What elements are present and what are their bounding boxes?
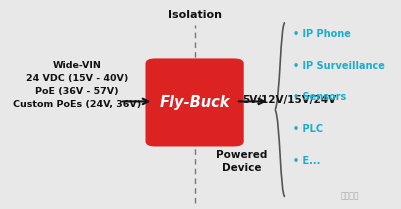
Text: 贸泽电子: 贸泽电子 [340, 192, 359, 201]
Text: • Sensors: • Sensors [293, 92, 346, 102]
Text: 5V/12V/15V/24V: 5V/12V/15V/24V [242, 95, 336, 105]
Text: Wide-VIN
24 VDC (15V - 40V)
PoE (36V - 57V)
Custom PoEs (24V, 36V): Wide-VIN 24 VDC (15V - 40V) PoE (36V - 5… [12, 61, 141, 109]
Text: • IP Phone: • IP Phone [293, 29, 351, 39]
Text: • IP Surveillance: • IP Surveillance [293, 61, 385, 71]
FancyBboxPatch shape [146, 59, 244, 147]
Text: Isolation: Isolation [168, 10, 222, 20]
Text: Fly-Buck: Fly-Buck [159, 95, 230, 110]
Text: • E...: • E... [293, 156, 320, 166]
Text: Powered
Device: Powered Device [216, 150, 267, 173]
Text: • PLC: • PLC [293, 124, 323, 134]
